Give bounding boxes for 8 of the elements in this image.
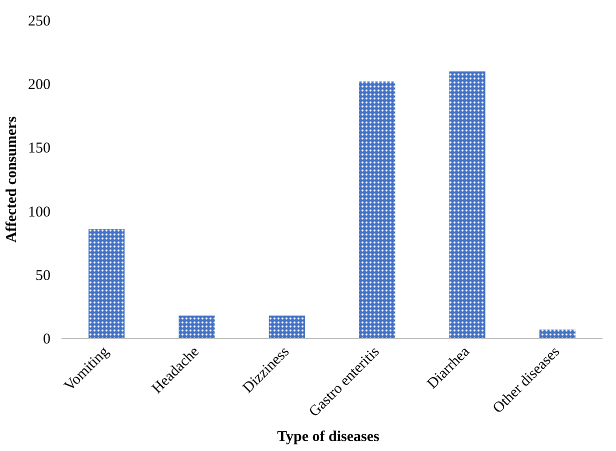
y-tick-label: 0: [43, 332, 50, 348]
y-tick-label: 50: [36, 268, 50, 284]
y-tick-label: 150: [28, 140, 50, 157]
x-axis-title: Type of diseases: [277, 428, 380, 445]
y-tick-label: 250: [28, 14, 50, 30]
y-axis-title: Affected consumers: [4, 116, 20, 243]
y-tick-label: 200: [28, 77, 50, 94]
y-tick-label: 100: [28, 204, 50, 220]
